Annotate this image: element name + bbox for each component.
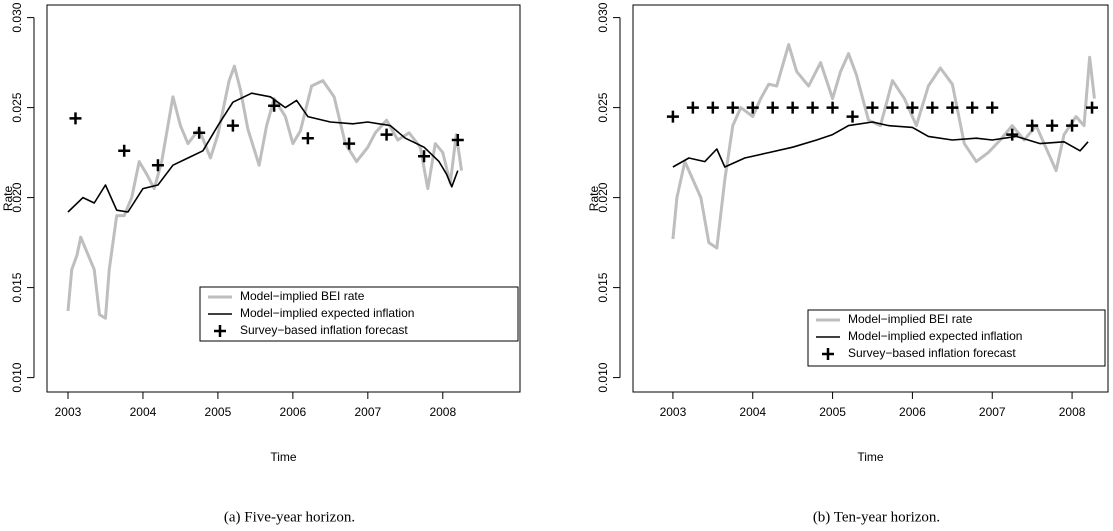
caption: (a) Five-year horizon.	[224, 509, 355, 525]
legend-swatch	[822, 348, 834, 360]
survey-marker	[826, 101, 839, 114]
survey-marker	[846, 110, 859, 123]
survey-marker	[1086, 101, 1099, 114]
x-tick-label: 2003	[55, 405, 82, 419]
legend-label: Model−implied expected inflation	[240, 306, 414, 320]
y-tick-label: 0.025	[596, 92, 610, 122]
survey-marker	[986, 101, 999, 114]
survey-marker	[226, 119, 239, 132]
x-tick-label: 2004	[739, 405, 766, 419]
legend-box	[199, 286, 519, 342]
survey-marker	[666, 110, 679, 123]
y-tick-label: 0.015	[10, 272, 24, 302]
survey-marker	[946, 101, 959, 114]
survey-marker	[726, 101, 739, 114]
y-tick-label: 0.030	[10, 2, 24, 32]
survey-marker	[118, 144, 131, 157]
chart-panel: 2003 2004 2005 2006 2007 2008 0.010 0.015 0.020 0…	[1, 2, 521, 525]
survey-marker	[966, 101, 979, 114]
survey-marker	[706, 101, 719, 114]
y-tick-label: 0.015	[596, 272, 610, 302]
survey-marker	[786, 101, 799, 114]
x-tick-label: 2003	[660, 405, 687, 419]
survey-marker	[343, 137, 356, 150]
chart-panel: 2003 2004 2005 2006 2007 2008 0.010 0.015 0.020 0…	[587, 2, 1109, 525]
survey-marker	[1026, 119, 1039, 132]
survey-marker	[193, 126, 206, 139]
survey-marker	[418, 150, 431, 163]
survey-marker	[806, 101, 819, 114]
legend-label: Model−implied BEI rate	[240, 289, 365, 303]
x-tick-label: 2005	[205, 405, 232, 419]
legend-label: Model−implied expected inflation	[848, 329, 1022, 343]
x-tick-label: 2008	[1059, 405, 1086, 419]
survey-marker	[746, 101, 759, 114]
legend-label: Survey−based inflation forecast	[848, 346, 1016, 360]
legend-label: Model−implied BEI rate	[848, 312, 973, 326]
survey-marker	[686, 101, 699, 114]
survey-marker	[380, 128, 393, 141]
x-tick-label: 2007	[354, 405, 381, 419]
y-tick-label: 0.020	[596, 182, 610, 212]
y-tick-label: 0.030	[596, 2, 610, 32]
survey-marker	[268, 99, 281, 112]
y-tick-label: 0.025	[10, 92, 24, 122]
series-line	[672, 121, 1089, 168]
y-axis-label: Rate	[1, 186, 15, 212]
survey-marker	[926, 101, 939, 114]
legend-swatch	[214, 325, 226, 337]
x-axis-label: Time	[857, 450, 884, 464]
survey-marker	[906, 101, 919, 114]
legend-label: Survey−based inflation forecast	[240, 323, 408, 337]
survey-marker	[886, 101, 899, 114]
survey-marker	[151, 159, 164, 172]
x-tick-label: 2006	[280, 405, 307, 419]
x-tick-label: 2006	[899, 405, 926, 419]
legend-box	[807, 309, 1106, 367]
x-tick-label: 2004	[130, 405, 157, 419]
legend: Model−implied BEI rate Model−implied expe…	[807, 309, 1106, 367]
survey-marker	[766, 101, 779, 114]
survey-marker	[1066, 119, 1079, 132]
y-tick-label: 0.020	[10, 182, 24, 212]
x-tick-label: 2005	[819, 405, 846, 419]
survey-marker	[451, 134, 464, 146]
survey-marker	[866, 101, 879, 114]
y-tick-label: 0.010	[10, 362, 24, 392]
x-axis-label: Time	[270, 450, 297, 464]
caption: (b) Ten-year horizon.	[813, 509, 940, 525]
survey-marker	[69, 112, 82, 125]
series-line	[671, 43, 1096, 250]
y-axis-label: Rate	[587, 186, 601, 212]
y-tick-label: 0.010	[596, 362, 610, 392]
survey-marker	[301, 132, 314, 145]
survey-marker	[1046, 119, 1059, 132]
survey-marker	[1006, 128, 1019, 141]
series-line	[66, 64, 464, 320]
legend: Model−implied BEI rate Model−implied expe…	[199, 286, 519, 342]
series-line	[67, 92, 459, 213]
x-tick-label: 2008	[429, 405, 456, 419]
x-tick-label: 2007	[979, 405, 1006, 419]
